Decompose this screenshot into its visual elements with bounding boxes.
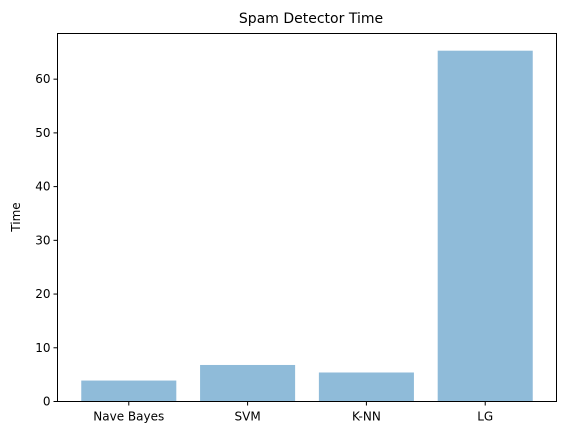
x-tick-label-3: LG <box>477 410 493 424</box>
y-tick-label-3: 30 <box>35 233 50 247</box>
y-tick-label-4: 40 <box>35 180 50 194</box>
y-axis: 0 10 20 30 40 50 60 <box>35 72 57 408</box>
bar-0 <box>81 381 176 402</box>
y-tick-label-6: 60 <box>35 72 50 86</box>
chart-title: Spam Detector Time <box>239 11 383 27</box>
bar-1 <box>200 365 295 402</box>
bar-2 <box>319 372 414 401</box>
bar-3 <box>438 51 533 402</box>
x-tick-label-0: Nave Bayes <box>93 410 164 424</box>
bars-group <box>81 51 532 402</box>
x-tick-label-1: SVM <box>235 410 261 424</box>
x-axis: Nave Bayes SVM K-NN LG <box>93 402 493 424</box>
y-axis-label: Time <box>9 202 23 232</box>
y-tick-label-1: 10 <box>35 341 50 355</box>
y-tick-label-5: 50 <box>35 126 50 140</box>
x-tick-label-2: K-NN <box>352 410 381 424</box>
y-tick-label-2: 20 <box>35 287 50 301</box>
y-tick-label-0: 0 <box>43 395 51 409</box>
